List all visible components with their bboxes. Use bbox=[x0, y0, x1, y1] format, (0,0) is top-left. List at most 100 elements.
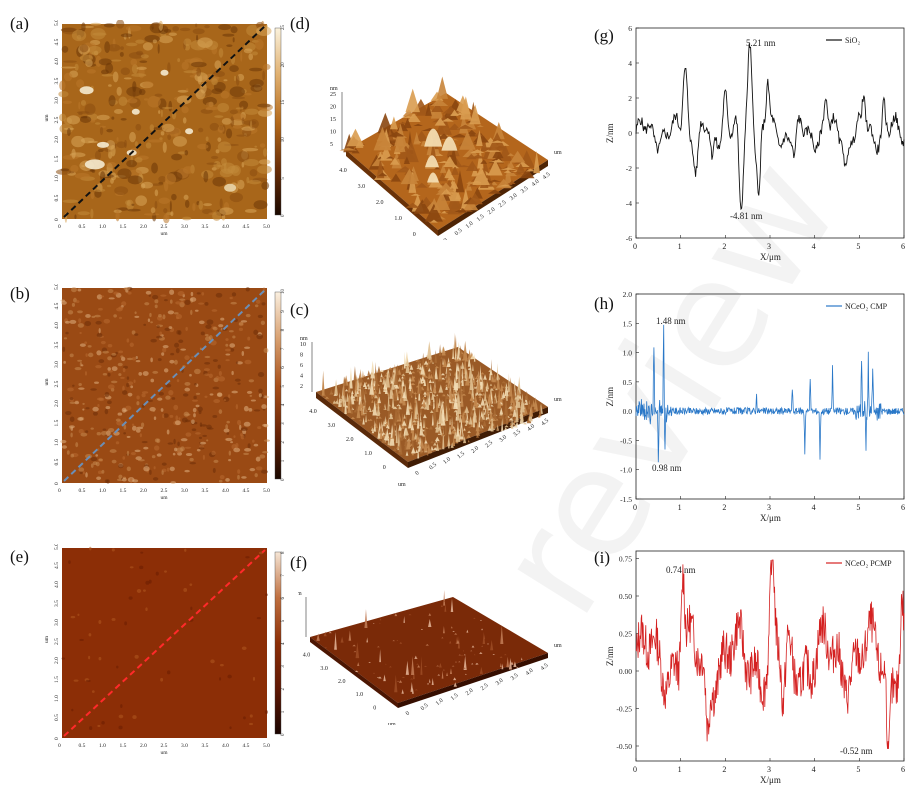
surface-peak bbox=[521, 657, 523, 661]
surface-feature bbox=[265, 593, 268, 597]
surface-feature bbox=[75, 300, 80, 304]
surface-peak bbox=[487, 411, 491, 415]
surface-feature bbox=[152, 370, 159, 374]
surface-peak bbox=[437, 182, 455, 193]
surface-feature bbox=[158, 35, 173, 44]
surface-peak bbox=[432, 422, 438, 428]
surface-feature bbox=[130, 385, 134, 389]
surface-peak bbox=[510, 661, 514, 665]
surface-feature bbox=[156, 335, 163, 339]
surface-peak bbox=[405, 660, 409, 675]
surface-peak bbox=[516, 389, 521, 396]
surface-feature bbox=[93, 188, 106, 193]
surface-peak bbox=[513, 661, 517, 667]
surface-feature bbox=[218, 24, 232, 31]
surface-feature bbox=[156, 453, 162, 457]
surface-peak bbox=[372, 672, 376, 674]
surface-feature bbox=[123, 424, 127, 430]
surface-feature bbox=[77, 359, 83, 362]
surface-feature bbox=[116, 665, 119, 669]
surface-feature bbox=[248, 179, 261, 185]
surface-feature bbox=[127, 208, 141, 212]
surface-peak bbox=[420, 405, 425, 409]
colorbar-tick-label: 2 bbox=[281, 441, 284, 444]
afm-map-a: 0 0.5 1.0 1.5 2.0 2.5 3.0 3.5 4.0 4.5 5.000.51.01.… bbox=[44, 20, 284, 237]
surface-feature bbox=[107, 384, 115, 390]
surface-peak bbox=[432, 361, 434, 364]
surface-feature bbox=[262, 148, 268, 157]
surface-peak bbox=[353, 651, 357, 653]
surface-peak bbox=[463, 198, 479, 211]
surface-peak bbox=[476, 130, 483, 146]
surface-feature bbox=[126, 382, 130, 388]
surface-peak bbox=[389, 424, 395, 446]
surface-feature bbox=[115, 418, 121, 422]
y-axis-label: Z/nm bbox=[605, 387, 615, 407]
surface-feature bbox=[249, 468, 256, 472]
surface-peak bbox=[496, 184, 514, 187]
surface-peak bbox=[350, 416, 356, 419]
surface-feature bbox=[245, 287, 250, 292]
surface-peak bbox=[471, 645, 475, 648]
surface-feature bbox=[61, 300, 67, 305]
surface-feature bbox=[225, 338, 229, 342]
surface-peak bbox=[434, 350, 438, 363]
y-tick-label: 1.0 bbox=[394, 216, 402, 222]
x-tick-label: 3.0 bbox=[181, 488, 188, 494]
surface-feature bbox=[63, 72, 73, 82]
surface-feature bbox=[70, 432, 73, 438]
surface-feature bbox=[149, 469, 152, 475]
surface-feature bbox=[211, 450, 216, 456]
surface-feature bbox=[179, 298, 186, 301]
surface-feature bbox=[244, 346, 251, 349]
surface-feature bbox=[137, 459, 145, 462]
panel-label-c: (c) bbox=[290, 300, 309, 319]
surface-feature bbox=[258, 159, 271, 165]
surface-peak bbox=[401, 373, 406, 376]
surface-peak bbox=[458, 375, 463, 393]
surface-peak bbox=[389, 665, 392, 668]
surface-peak bbox=[376, 414, 381, 417]
panel-label-g: (g) bbox=[594, 26, 614, 45]
surface-feature bbox=[150, 321, 153, 324]
surface-peak bbox=[385, 427, 390, 441]
surface-peak bbox=[463, 406, 468, 421]
surface-peak bbox=[472, 404, 476, 411]
surface-feature bbox=[120, 33, 133, 38]
colorbar bbox=[274, 551, 282, 735]
surface-peak bbox=[479, 651, 483, 654]
surface-feature bbox=[217, 137, 222, 142]
surface-peak bbox=[454, 357, 459, 362]
surface-feature bbox=[97, 724, 101, 728]
surface-peak bbox=[471, 165, 479, 177]
surface-peak bbox=[504, 382, 509, 397]
surface-feature bbox=[239, 101, 243, 112]
surface-feature bbox=[190, 606, 193, 611]
surface-peak bbox=[471, 393, 474, 396]
surface-peak bbox=[424, 665, 428, 667]
surface-feature bbox=[191, 428, 197, 432]
x-tick-label: 5.0 bbox=[263, 224, 270, 230]
x-tick-label: 3.0 bbox=[181, 224, 188, 230]
peak-min-label: 0.98 nm bbox=[652, 463, 682, 473]
surface-feature bbox=[182, 117, 187, 124]
surface-feature bbox=[256, 26, 272, 36]
surface-peak bbox=[445, 357, 451, 380]
x-tick-label: 5.0 bbox=[263, 488, 270, 494]
surface-feature bbox=[257, 314, 264, 319]
surface-peak bbox=[455, 191, 462, 200]
height-profile-h: 0 1 2 3 4 5 6-1.5-1.0-0.50.00.51.01.52.0X/μmZ/… bbox=[605, 290, 905, 523]
surface-feature bbox=[100, 340, 106, 345]
surface-feature bbox=[90, 463, 94, 468]
surface-peak bbox=[418, 371, 421, 374]
surface-feature bbox=[91, 51, 99, 56]
surface-feature bbox=[245, 313, 251, 318]
surface-peak bbox=[495, 418, 499, 421]
surface-feature bbox=[77, 211, 90, 216]
surface-feature bbox=[220, 90, 230, 99]
surface-feature bbox=[94, 150, 102, 161]
x-tick-label: 2.5 bbox=[484, 440, 494, 449]
surface-feature bbox=[211, 78, 218, 86]
surface-feature bbox=[156, 325, 160, 329]
surface-feature bbox=[102, 350, 110, 354]
